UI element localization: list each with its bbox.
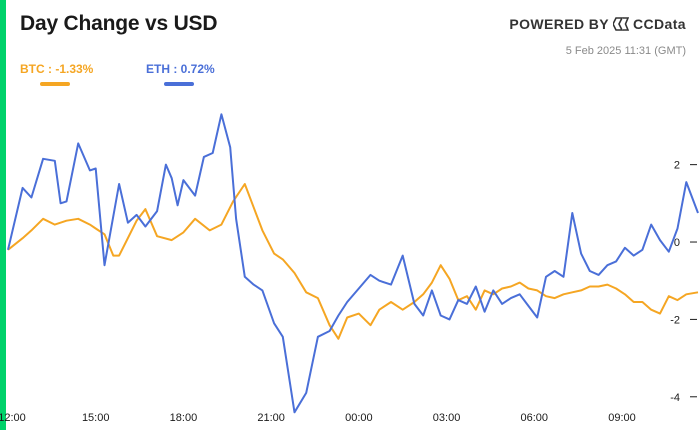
- timestamp: 5 Feb 2025 11:31 (GMT): [565, 45, 686, 57]
- legend-eth-label: ETH : 0.72%: [146, 62, 215, 76]
- series-layer: [7, 113, 699, 414]
- x-tick-label: 12:00: [0, 412, 26, 424]
- brand-name: CCData: [633, 16, 686, 32]
- brand-logo: POWERED BY CCData: [509, 16, 686, 32]
- chart-title: Day Change vs USD: [20, 12, 218, 35]
- series-line-btc: [7, 183, 699, 340]
- legend-btc-label: BTC : -1.33%: [20, 62, 94, 76]
- x-tick-label: 03:00: [433, 412, 461, 424]
- accent-bar: [0, 0, 6, 430]
- legend-eth-swatch: [164, 82, 194, 86]
- brand-prefix: POWERED BY: [509, 16, 610, 32]
- y-tick-label: -2: [670, 314, 680, 326]
- ccdata-logo-icon: [613, 17, 630, 31]
- y-axis-ticks: -4 -2 0 2: [670, 160, 697, 404]
- x-axis-ticks: 12:00 15:00 18:00 21:00 00:00 03:00 06:00 09:00: [0, 412, 636, 424]
- x-tick-label: 18:00: [170, 412, 198, 424]
- legend-btc-swatch: [40, 82, 70, 86]
- y-tick-label: 0: [674, 237, 680, 249]
- x-tick-label: 15:00: [82, 412, 110, 424]
- x-tick-label: 06:00: [521, 412, 549, 424]
- series-line-eth: [7, 113, 699, 414]
- x-tick-label: 09:00: [608, 412, 636, 424]
- y-tick-label: 2: [674, 160, 680, 172]
- y-tick-label: -4: [670, 392, 680, 404]
- x-tick-label: 00:00: [345, 412, 373, 424]
- x-tick-label: 21:00: [257, 412, 285, 424]
